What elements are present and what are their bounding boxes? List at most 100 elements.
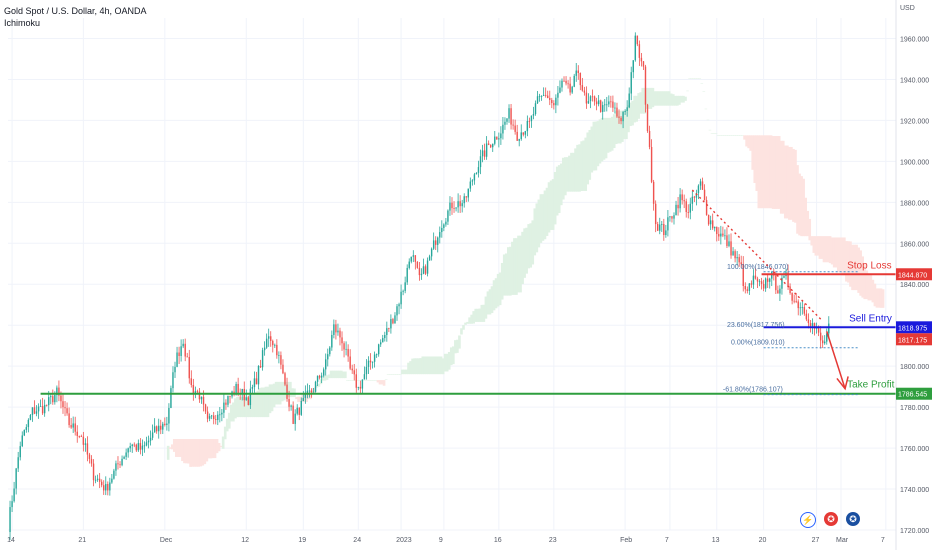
price-tick-label: 1720.000	[900, 528, 929, 535]
candle	[544, 87, 547, 98]
ichimoku-cloud-segment	[413, 358, 416, 375]
candle-body	[555, 97, 557, 106]
time-tick-label: 21	[78, 537, 86, 544]
ichimoku-cloud-segment	[661, 91, 665, 106]
candle	[677, 196, 679, 216]
candle	[78, 435, 80, 439]
candle	[259, 359, 262, 368]
ichimoku-cloud-segment	[423, 356, 427, 375]
ichimoku-cloud-segment	[248, 394, 251, 418]
lightning-icon[interactable]: ⚡	[800, 512, 816, 528]
candle-body	[402, 290, 404, 292]
fib-label-100: 100.00%(1846.070)	[727, 264, 789, 271]
candle-body	[357, 386, 360, 388]
ichimoku-cloud-segment	[236, 397, 239, 418]
ichimoku-cloud-segment	[431, 356, 435, 375]
candle-body	[449, 202, 451, 211]
candle	[43, 399, 46, 417]
candle-body	[805, 313, 808, 320]
candle	[272, 339, 274, 353]
candle-body	[473, 174, 476, 181]
ichimoku-cloud-segment	[445, 353, 449, 372]
candle-body	[371, 361, 374, 363]
ichimoku-cloud-segment	[533, 208, 537, 256]
us-flag-icon[interactable]: ✪	[824, 512, 838, 526]
candle-body	[13, 488, 15, 502]
ichimoku-cloud-segment	[619, 110, 622, 144]
ichimoku-cloud-segment	[172, 439, 176, 452]
candle-body	[282, 364, 284, 374]
ichimoku-cloud-segment	[737, 135, 740, 136]
ichimoku-cloud-segment	[506, 247, 510, 296]
candle-body	[583, 90, 586, 93]
candle	[392, 317, 394, 325]
candle-body	[29, 415, 32, 420]
candle-body	[418, 267, 421, 276]
ichimoku-cloud-segment	[802, 178, 805, 237]
candle	[502, 117, 504, 140]
candle	[424, 264, 427, 276]
ichimoku-cloud-segment	[671, 94, 675, 106]
candle	[31, 407, 34, 422]
ichimoku-cloud-segment	[669, 93, 673, 106]
candle-body	[133, 444, 135, 446]
candle-body	[642, 61, 645, 67]
candle-body	[730, 241, 732, 256]
candle-body	[447, 210, 449, 222]
candle	[45, 404, 48, 407]
candle-body	[777, 290, 779, 294]
candle	[198, 387, 201, 403]
candle	[145, 436, 148, 447]
candle	[667, 210, 669, 237]
symbol-title[interactable]: Gold Spot / U.S. Dollar, 4h, OANDA	[4, 6, 147, 16]
us-flag-icon-2[interactable]: ✪	[846, 512, 860, 526]
candle	[508, 104, 510, 123]
ichimoku-cloud-segment	[240, 397, 243, 418]
candle-body	[522, 132, 524, 135]
ichimoku-cloud-segment	[718, 135, 722, 136]
candle-body	[90, 458, 93, 464]
candle	[29, 413, 32, 421]
candle-body	[817, 328, 820, 333]
ichimoku-cloud-segment	[181, 439, 184, 462]
candle-body	[561, 80, 563, 88]
candle-body	[129, 446, 131, 449]
candle-body	[455, 207, 457, 209]
candle-body	[84, 443, 87, 445]
indicator-label[interactable]: Ichimoku	[4, 18, 41, 28]
ichimoku-cloud-segment	[333, 370, 337, 379]
ichimoku-cloud-segment	[692, 78, 695, 79]
ichimoku-cloud-segment	[515, 238, 518, 295]
candle	[553, 100, 555, 110]
ichimoku-cloud-segment	[747, 135, 750, 149]
candle-body	[331, 334, 333, 348]
candle	[11, 495, 13, 513]
candle	[628, 87, 630, 109]
candle-body	[445, 221, 447, 225]
candle-body	[96, 478, 99, 480]
candle-body	[363, 374, 366, 380]
candle-body	[783, 276, 785, 278]
candle-body	[494, 136, 496, 144]
ichimoku-cloud-segment	[205, 439, 209, 462]
ichimoku-cloud-segment	[851, 244, 854, 291]
ichimoku-cloud-segment	[166, 445, 170, 460]
ichimoku-cloud-segment	[321, 378, 325, 381]
ichimoku-cloud-segment	[219, 445, 223, 448]
ichimoku-cloud-segment	[462, 325, 465, 330]
ichimoku-cloud-segment	[356, 380, 359, 381]
candle-body	[547, 95, 549, 98]
ichimoku-cloud-segment	[323, 375, 327, 381]
candle-body	[80, 436, 83, 438]
candle	[325, 353, 327, 376]
ichimoku-cloud-segment	[378, 380, 382, 385]
candle-body	[685, 201, 687, 213]
ichimoku-cloud-segment	[449, 347, 453, 366]
candle	[587, 93, 590, 104]
candle-body	[610, 101, 612, 103]
candle-body	[414, 255, 417, 262]
candle	[469, 177, 472, 192]
ichimoku-cloud-segment	[616, 110, 620, 144]
